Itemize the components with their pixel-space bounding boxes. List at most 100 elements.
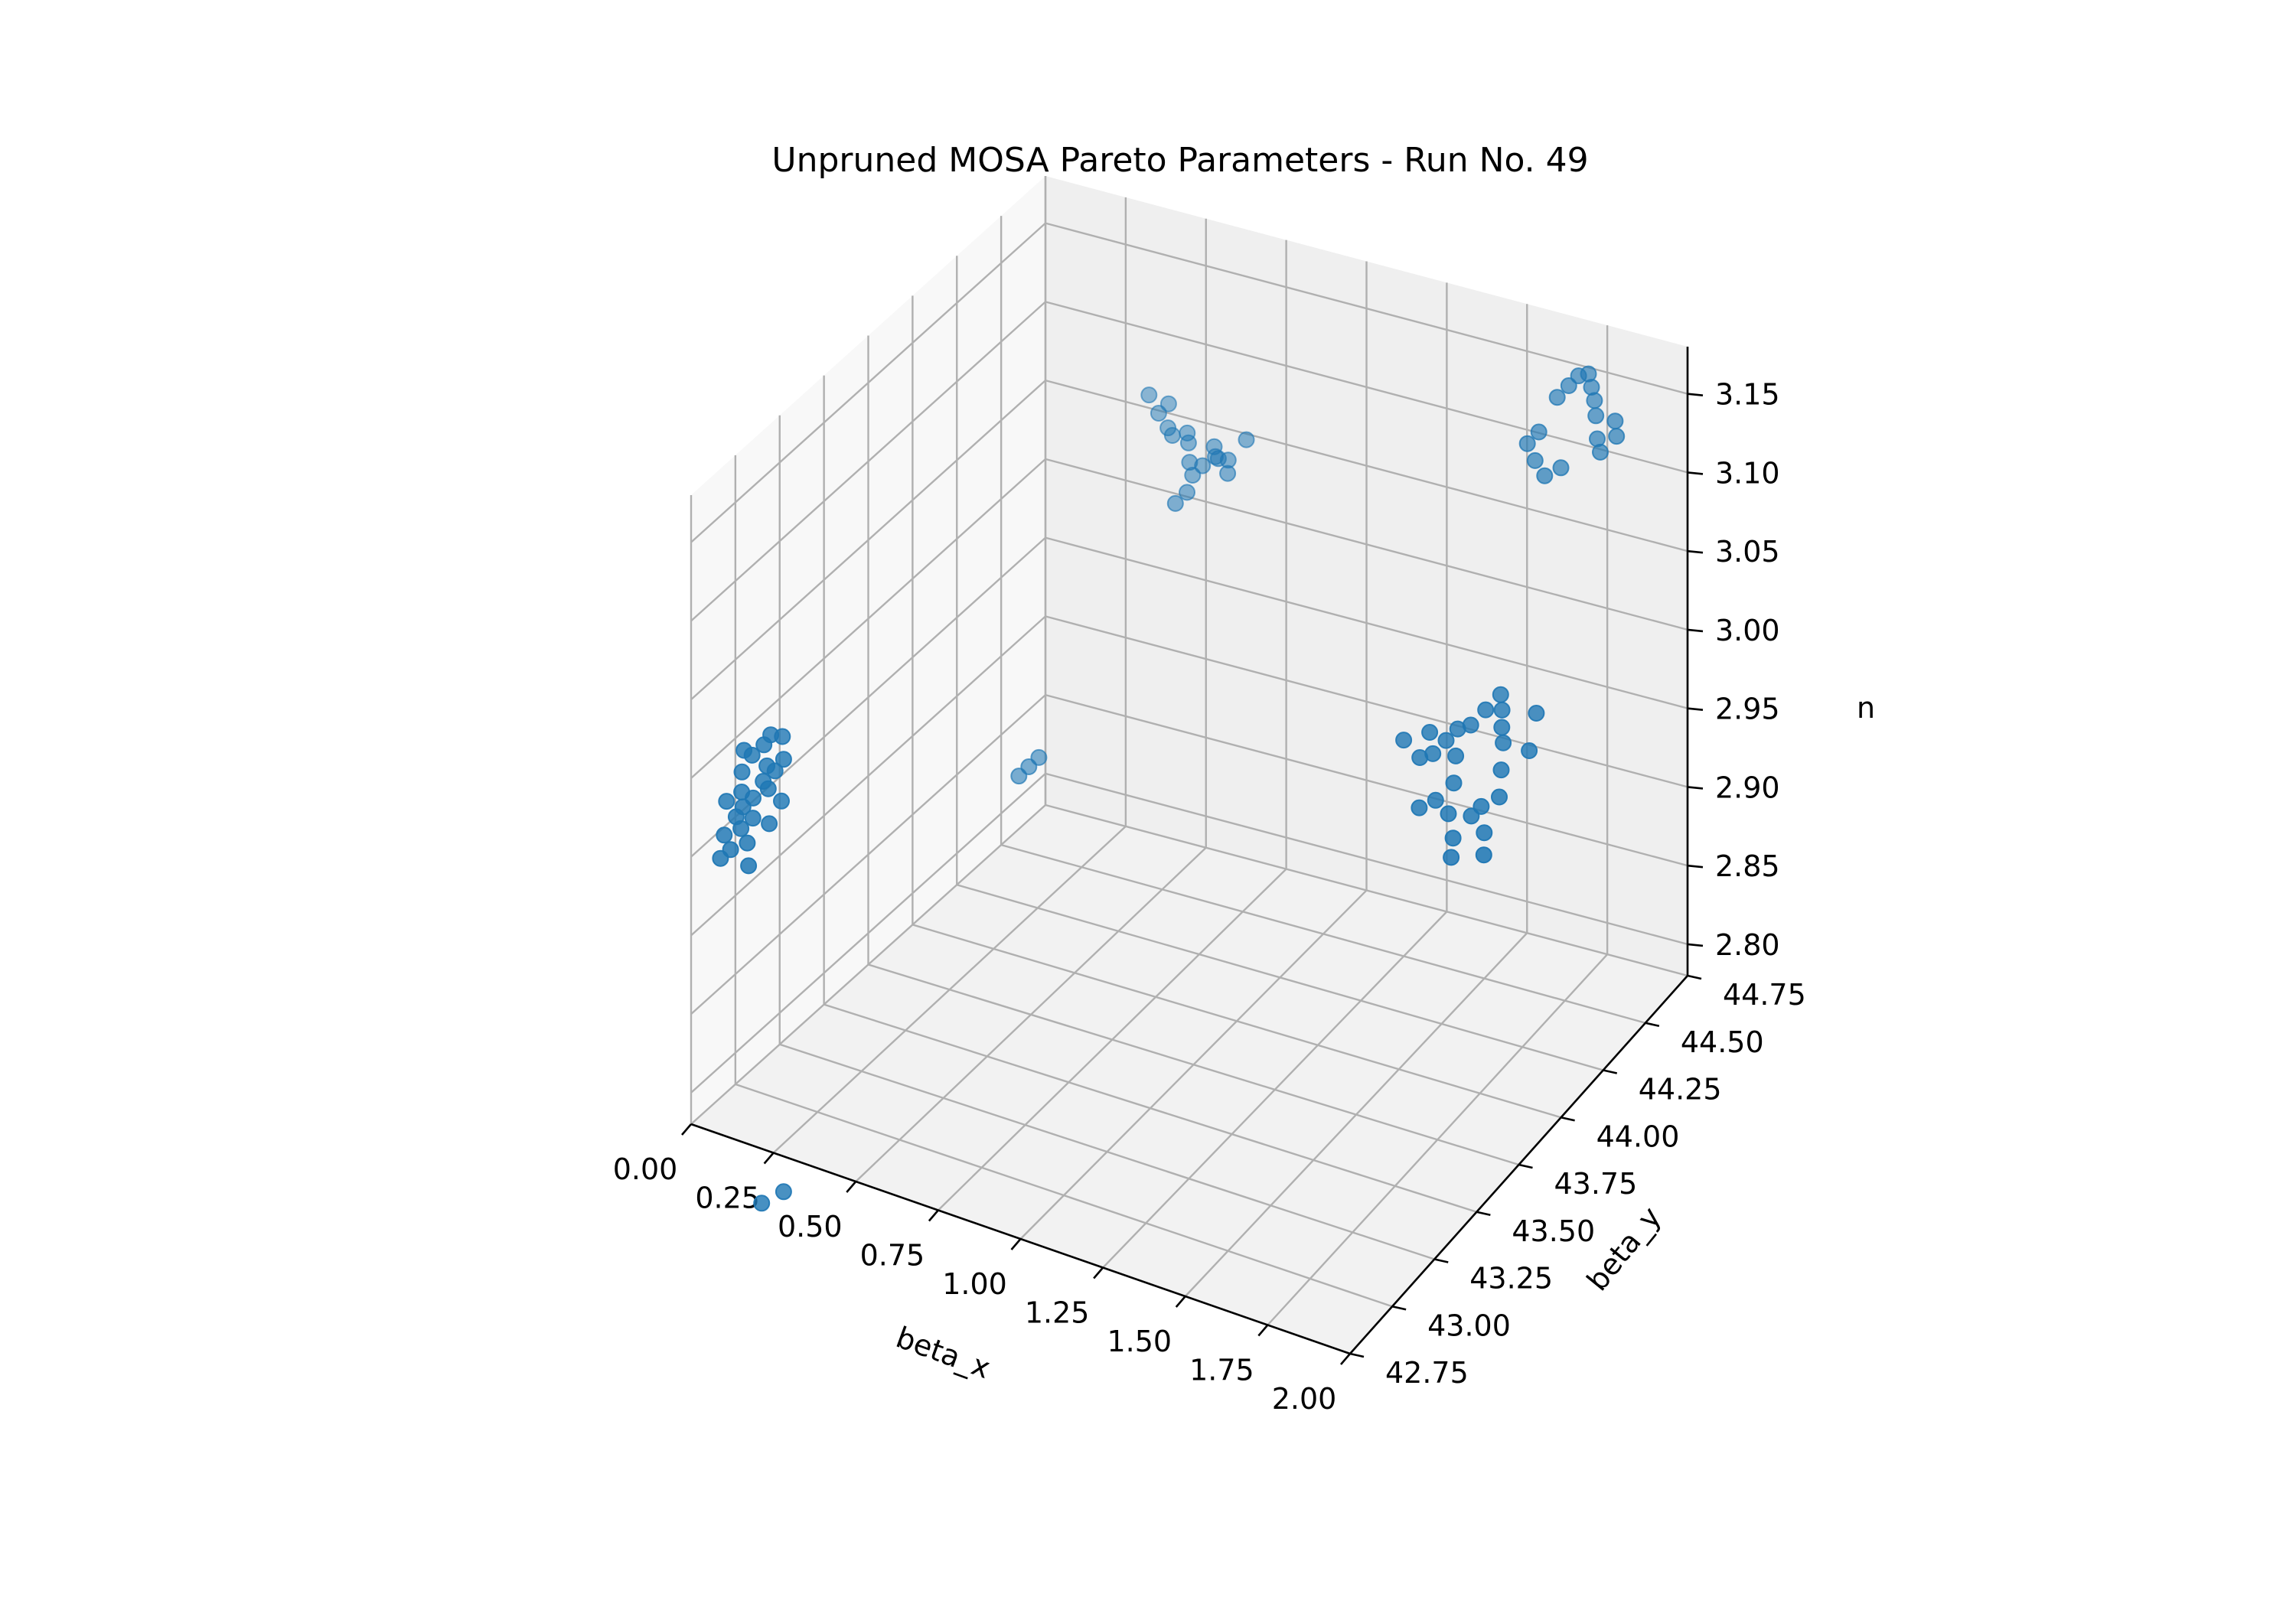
scatter-point-c2-14 [1219, 464, 1237, 482]
scatter-point-c0-10 [1518, 435, 1536, 452]
scatter-point-c0-6 [1587, 407, 1605, 425]
y-tick-label-1: 43.00 [1427, 1309, 1511, 1342]
z-tick-4 [1687, 628, 1704, 633]
scatter-point-c1-19 [1445, 774, 1463, 792]
y-tick-4 [1518, 1163, 1533, 1169]
x-tick-label-0: 0.00 [613, 1152, 678, 1186]
x-tick-label-6: 1.50 [1107, 1325, 1172, 1358]
scatter-point-c3-19 [718, 793, 735, 810]
scatter-point-c1-12 [1491, 788, 1508, 806]
scatter-point-c0-14 [1606, 412, 1624, 430]
scatter-point-c1-2 [1437, 732, 1455, 749]
y-tick-5 [1561, 1116, 1575, 1122]
z-tick-3 [1687, 707, 1704, 711]
chart-title: Unpruned MOSA Pareto Parameters - Run No… [771, 141, 1588, 180]
scatter-point-c3-0 [733, 763, 751, 781]
scatter-point-c1-14 [1444, 830, 1462, 847]
y-grid-line-3 [823, 375, 1477, 1213]
scatter-point-c3-18 [761, 815, 778, 833]
scatter-point-c1-21 [1411, 799, 1428, 817]
scatter-point-c0-0 [1548, 389, 1566, 406]
y-tick-label-4: 43.75 [1554, 1167, 1638, 1201]
x-tick-0 [681, 1123, 692, 1136]
scatter-point-c1-6 [1477, 701, 1495, 719]
scatter-point-c1-9 [1493, 719, 1511, 736]
scatter-point-c5-0 [753, 1195, 771, 1212]
scatter-point-c1-4 [1447, 747, 1465, 764]
scatter-point-c2-0 [1140, 386, 1158, 404]
x-tick-1 [763, 1152, 775, 1165]
data-points [712, 365, 1626, 1212]
z-tick-label-0: 2.80 [1715, 928, 1780, 962]
z-axis-label: n [1857, 691, 1875, 725]
scatter-point-c3-23 [712, 849, 729, 867]
scatter-point-c2-12 [1209, 450, 1227, 468]
scatter-point-c0-15 [1608, 428, 1626, 445]
scatter-point-c1-13 [1463, 807, 1480, 825]
z-tick-label-4: 3.00 [1715, 614, 1780, 647]
scatter-point-c2-16 [1179, 484, 1195, 501]
z-tick-5 [1687, 549, 1704, 554]
scatter-point-c3-9 [766, 762, 784, 780]
z-grid-line-3 [690, 536, 1688, 858]
x-tick-3 [928, 1209, 939, 1222]
grid-lines [690, 176, 1689, 1355]
x-tick-label-8: 2.00 [1272, 1382, 1337, 1416]
scatter-point-c2-4 [1163, 427, 1181, 444]
scatter-point-c1-24 [1521, 742, 1538, 759]
scatter-point-c1-18 [1475, 846, 1492, 864]
y-grid-line-5 [912, 295, 1561, 1119]
scatter-point-c0-11 [1526, 451, 1544, 469]
y-grid-line-6 [956, 256, 1604, 1071]
y-tick-label-0: 42.75 [1385, 1356, 1469, 1390]
tick-marks: 0.00 0.25 0.50 0.75 1.00 1.25 1.50 1.75 2.00 42.7… [613, 378, 1806, 1416]
x-tick-label-1: 0.25 [695, 1182, 760, 1215]
scatter-point-c1-10 [1495, 734, 1512, 751]
x-tick-label-4: 1.00 [942, 1267, 1007, 1301]
scatter-point-c2-17 [1166, 494, 1184, 512]
x-tick-4 [1010, 1238, 1022, 1250]
z-grid-line-5 [690, 379, 1688, 701]
y-grid-line-4 [867, 335, 1519, 1166]
scatter-point-c2-1 [1150, 405, 1167, 422]
scatter-point-c0-2 [1570, 367, 1587, 385]
y-tick-2 [1433, 1258, 1449, 1263]
y-tick-label-7: 44.50 [1681, 1025, 1764, 1059]
z-tick-label-5: 3.05 [1715, 535, 1780, 569]
y-tick-label-8: 44.75 [1723, 978, 1806, 1012]
scatter-point-c1-8 [1493, 701, 1511, 719]
z-tick-2 [1687, 786, 1704, 790]
scatter-point-c3-22 [773, 792, 790, 810]
scatter-point-c0-12 [1536, 467, 1554, 484]
x-tick-7 [1257, 1324, 1269, 1337]
z-tick-label-2: 2.90 [1715, 771, 1780, 804]
scatter-point-c0-13 [1552, 459, 1570, 477]
scatter-point-c3-14 [775, 751, 792, 768]
z-tick-6 [1687, 471, 1704, 475]
y-tick-7 [1645, 1022, 1660, 1028]
scatter-point-c0-5 [1586, 392, 1603, 409]
floor-pane [691, 805, 1688, 1354]
y-tick-1 [1391, 1305, 1407, 1311]
y-tick-8 [1687, 974, 1702, 980]
scatter-point-c3-15 [716, 826, 733, 844]
scatter-point-c3-2 [755, 736, 773, 754]
x-tick-8 [1340, 1353, 1351, 1365]
y-tick-label-3: 43.50 [1512, 1214, 1595, 1248]
scatter-point-c2-15 [1238, 431, 1255, 448]
y-grid-line-1 [734, 455, 1393, 1308]
scatter-point-c3-8 [755, 773, 772, 790]
scatter-point-c5-1 [775, 1183, 792, 1201]
scatter-point-c3-12 [732, 820, 750, 837]
scatter-point-c4-0 [1010, 768, 1028, 785]
x-tick-label-7: 1.75 [1189, 1354, 1254, 1387]
scatter-point-c2-6 [1179, 434, 1197, 451]
scatter-point-c3-17 [739, 834, 756, 852]
scatter-point-c3-13 [744, 810, 762, 827]
z-tick-label-3: 2.95 [1715, 693, 1780, 726]
scatter-point-c0-1 [1560, 377, 1577, 394]
scatter-point-c1-25 [1528, 705, 1545, 722]
y-grid-line-2 [778, 415, 1435, 1260]
z-tick-0 [1687, 943, 1704, 947]
